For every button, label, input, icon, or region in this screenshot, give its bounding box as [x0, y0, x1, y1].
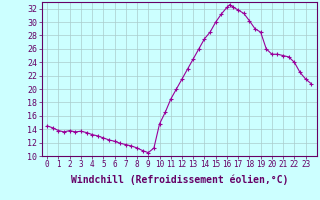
X-axis label: Windchill (Refroidissement éolien,°C): Windchill (Refroidissement éolien,°C): [70, 175, 288, 185]
